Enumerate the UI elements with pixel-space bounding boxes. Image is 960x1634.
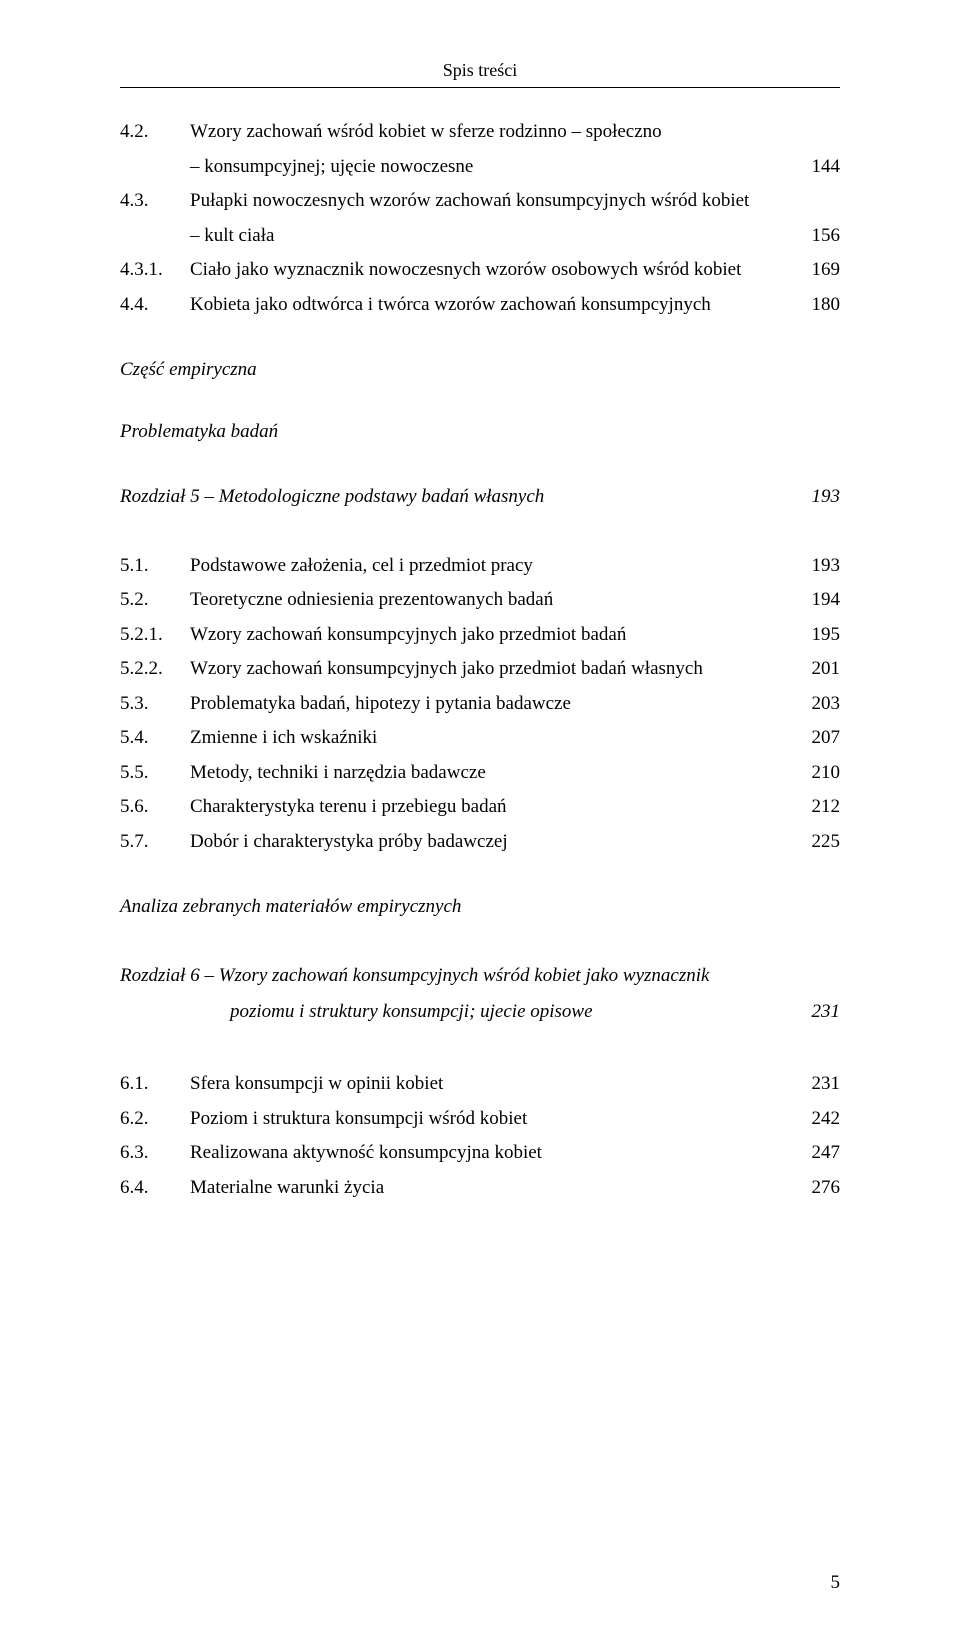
toc-number: 4.3.	[120, 187, 190, 216]
toc-title: Teoretyczne odniesienia prezentowanych b…	[190, 586, 790, 615]
chapter-page: 193	[790, 483, 840, 512]
toc-page: 276	[790, 1174, 840, 1203]
toc-number: 6.4.	[120, 1174, 190, 1203]
toc-row: 5.5. Metody, techniki i narzędzia badawc…	[120, 759, 840, 788]
toc-row: 4.4. Kobieta jako odtwórca i twórca wzor…	[120, 291, 840, 320]
running-head: Spis treści	[120, 60, 840, 81]
toc-title-cont: – kult ciała	[190, 222, 790, 251]
toc-number: 4.4.	[120, 291, 190, 320]
chapter-heading: Rozdział 6 – Wzory zachowań konsumpcyjny…	[120, 958, 840, 1030]
toc-number: 6.2.	[120, 1105, 190, 1134]
toc-number: 5.2.2.	[120, 655, 190, 684]
toc-title: Wzory zachowań konsumpcyjnych jako przed…	[190, 621, 790, 650]
toc-number: 5.4.	[120, 724, 190, 753]
toc-page: 201	[790, 655, 840, 684]
toc-number: 6.1.	[120, 1070, 190, 1099]
toc-row: 6.3. Realizowana aktywność konsumpcyjna …	[120, 1139, 840, 1168]
toc-row: 4.3.1. Ciało jako wyznacznik nowoczesnyc…	[120, 256, 840, 285]
section-heading: Analiza zebranych materiałów empirycznyc…	[120, 896, 840, 918]
toc-number: 4.2.	[120, 118, 190, 147]
toc-number: 5.2.1.	[120, 621, 190, 650]
toc-row: 5.2.1. Wzory zachowań konsumpcyjnych jak…	[120, 621, 840, 650]
toc-number: 5.6.	[120, 793, 190, 822]
page-number: 5	[831, 1572, 841, 1594]
toc-page: 180	[790, 291, 840, 320]
toc-row: 5.2. Teoretyczne odniesienia prezentowan…	[120, 586, 840, 615]
toc-number: 5.1.	[120, 552, 190, 581]
toc-title: Kobieta jako odtwórca i twórca wzorów za…	[190, 291, 790, 320]
toc-title: Ciało jako wyznacznik nowoczesnych wzoró…	[190, 256, 790, 285]
header-rule	[120, 87, 840, 88]
toc-number: 6.3.	[120, 1139, 190, 1168]
toc-title: Sfera konsumpcji w opinii kobiet	[190, 1070, 790, 1099]
toc-title: Pułapki nowoczesnych wzorów zachowań kon…	[190, 187, 790, 216]
chapter-title-line2: poziomu i struktury konsumpcji; ujecie o…	[230, 994, 790, 1030]
toc-row: 5.1. Podstawowe założenia, cel i przedmi…	[120, 552, 840, 581]
toc-number: 5.3.	[120, 690, 190, 719]
toc-number: 4.3.1.	[120, 256, 190, 285]
toc-page: 207	[790, 724, 840, 753]
toc-title-cont: – konsumpcyjnej; ujęcie nowoczesne	[190, 153, 790, 182]
toc-page: 231	[790, 1070, 840, 1099]
toc-page: 225	[790, 828, 840, 857]
toc-title: Materialne warunki życia	[190, 1174, 790, 1203]
chapter-title: Rozdział 5 – Metodologiczne podstawy bad…	[120, 483, 790, 512]
toc-page: 195	[790, 621, 840, 650]
toc-title: Wzory zachowań konsumpcyjnych jako przed…	[190, 655, 790, 684]
toc-row: 6.1. Sfera konsumpcji w opinii kobiet 23…	[120, 1070, 840, 1099]
toc-title: Zmienne i ich wskaźniki	[190, 724, 790, 753]
toc-row: 5.3. Problematyka badań, hipotezy i pyta…	[120, 690, 840, 719]
toc-row: 5.7. Dobór i charakterystyka próby badaw…	[120, 828, 840, 857]
toc-page: 194	[790, 586, 840, 615]
section-heading: Problematyka badań	[120, 421, 840, 443]
toc-number: 5.5.	[120, 759, 190, 788]
toc-title: Metody, techniki i narzędzia badawcze	[190, 759, 790, 788]
toc-number: 5.2.	[120, 586, 190, 615]
toc-title: Podstawowe założenia, cel i przedmiot pr…	[190, 552, 790, 581]
toc-row: 5.6. Charakterystyka terenu i przebiegu …	[120, 793, 840, 822]
toc-page: 242	[790, 1105, 840, 1134]
toc-page: 210	[790, 759, 840, 788]
toc-row-continuation: – kult ciała 156	[190, 222, 840, 251]
toc-page: 212	[790, 793, 840, 822]
chapter-heading: Rozdział 5 – Metodologiczne podstawy bad…	[120, 483, 840, 512]
toc-page: 203	[790, 690, 840, 719]
toc-page: 169	[790, 256, 840, 285]
toc-row: 6.4. Materialne warunki życia 276	[120, 1174, 840, 1203]
toc-page: 193	[790, 552, 840, 581]
toc-title: Poziom i struktura konsumpcji wśród kobi…	[190, 1105, 790, 1134]
chapter-title-line1: Rozdział 6 – Wzory zachowań konsumpcyjny…	[120, 958, 840, 994]
toc-title: Wzory zachowań wśród kobiet w sferze rod…	[190, 118, 790, 147]
toc-page: 156	[790, 222, 840, 251]
toc-title: Dobór i charakterystyka próby badawczej	[190, 828, 790, 857]
toc-row-continuation: – konsumpcyjnej; ujęcie nowoczesne 144	[190, 153, 840, 182]
toc-row: 5.2.2. Wzory zachowań konsumpcyjnych jak…	[120, 655, 840, 684]
toc-row: 4.2. Wzory zachowań wśród kobiet w sferz…	[120, 118, 840, 147]
toc-row: 6.2. Poziom i struktura konsumpcji wśród…	[120, 1105, 840, 1134]
page: Spis treści 4.2. Wzory zachowań wśród ko…	[0, 0, 960, 1634]
toc-row: 4.3. Pułapki nowoczesnych wzorów zachowa…	[120, 187, 840, 216]
chapter-page: 231	[790, 994, 840, 1030]
toc-number: 5.7.	[120, 828, 190, 857]
toc-row: 5.4. Zmienne i ich wskaźniki 207	[120, 724, 840, 753]
toc-page: 144	[790, 153, 840, 182]
toc-title: Problematyka badań, hipotezy i pytania b…	[190, 690, 790, 719]
toc-title: Charakterystyka terenu i przebiegu badań	[190, 793, 790, 822]
toc-page: 247	[790, 1139, 840, 1168]
toc-title: Realizowana aktywność konsumpcyjna kobie…	[190, 1139, 790, 1168]
part-heading: Część empiryczna	[120, 359, 840, 381]
